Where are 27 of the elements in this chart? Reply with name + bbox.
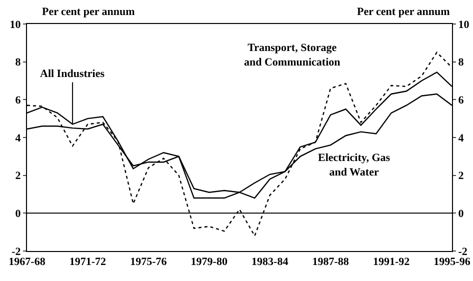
y-axis-title: Per cent per annum xyxy=(42,6,135,18)
x-tick-label: 1983-84 xyxy=(252,256,289,268)
y2-tick-label: 8 xyxy=(458,56,464,69)
x-tick-label: 1991-92 xyxy=(372,256,410,268)
series-label: Electricity, Gas and Water xyxy=(318,152,391,178)
y-tick-label: -2 xyxy=(12,246,22,258)
x-tick-label: 1975-76 xyxy=(130,256,168,268)
series-label: Transport, Storage and Communication xyxy=(244,42,340,68)
y2-tick-label: 10 xyxy=(458,18,470,31)
x-tick-label: 1971-72 xyxy=(69,256,107,268)
y2-tick-label: 6 xyxy=(458,94,464,107)
x-tick-label: 1979-80 xyxy=(190,256,228,268)
x-tick-label: 1967-68 xyxy=(8,256,46,268)
y2-tick-label: 2 xyxy=(458,170,464,182)
y-tick-label: 6 xyxy=(15,94,22,107)
y2-axis-title: Per cent per annum xyxy=(357,6,450,18)
text: All Industries xyxy=(40,68,106,80)
y-tick-label: 10 xyxy=(10,18,22,31)
y2-tick-label: 4 xyxy=(458,132,464,144)
y-tick-label: 0 xyxy=(15,208,22,220)
y-tick-label: 2 xyxy=(15,170,22,182)
x-tick-label: 1995-96 xyxy=(434,256,471,268)
y2-tick-label: 0 xyxy=(458,208,464,220)
y-tick-label: 8 xyxy=(15,56,22,69)
y2-tick-label: -2 xyxy=(458,246,468,258)
x-tick-label: 1987-88 xyxy=(312,256,350,268)
y-tick-label: 4 xyxy=(15,132,22,144)
